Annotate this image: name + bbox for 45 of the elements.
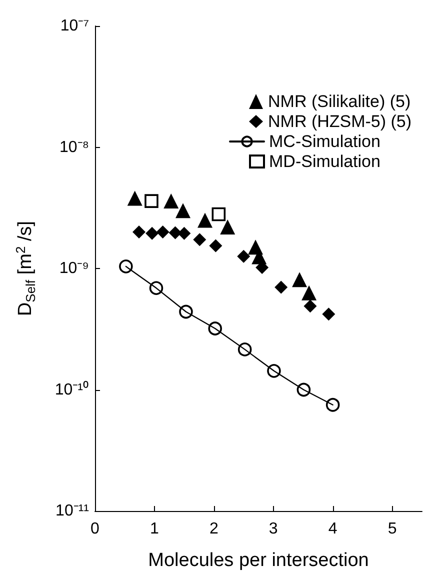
point	[238, 342, 252, 356]
point	[197, 212, 212, 228]
y-tick-label: 10⁻⁷	[60, 18, 90, 34]
x-tick-label: 4	[328, 520, 338, 538]
point	[208, 322, 222, 336]
x-axis-title: Molecules per intersection	[148, 550, 369, 571]
y-tick-label: 10⁻⁸	[59, 138, 89, 156]
legend-label: MC-Simulation	[269, 132, 380, 151]
x-tick-label: 1	[150, 520, 159, 538]
y-tick-label: 10⁻⁹	[59, 260, 89, 277]
point	[175, 203, 190, 218]
point	[209, 239, 222, 252]
point	[304, 300, 317, 313]
point	[274, 280, 288, 294]
point	[168, 226, 182, 240]
point	[302, 285, 317, 300]
point	[127, 190, 142, 206]
legend-label: NMR (HZSM-5) (5)	[268, 112, 412, 131]
point	[149, 281, 164, 295]
point	[146, 226, 159, 240]
point	[267, 364, 281, 378]
point	[237, 250, 250, 263]
x-tick-label: 3	[268, 520, 278, 538]
point	[179, 304, 193, 319]
point	[296, 382, 311, 397]
y-tick-label: 10⁻¹⁰	[54, 380, 89, 398]
point	[193, 233, 206, 246]
point	[156, 226, 170, 238]
point	[178, 226, 191, 240]
point	[132, 226, 146, 238]
point	[322, 308, 336, 321]
point	[164, 194, 179, 209]
x-tick-label: 2	[209, 520, 218, 538]
y-tick-label: 10⁻¹¹	[56, 502, 89, 520]
point	[119, 260, 133, 274]
legend-label: NMR (Silikalite) (5)	[268, 92, 411, 111]
point	[326, 398, 340, 412]
point	[292, 272, 308, 288]
point	[220, 219, 236, 234]
point	[212, 207, 226, 222]
x-tick-label: 5	[388, 520, 397, 538]
x-tick-label: 0	[90, 520, 100, 538]
y-axis-title: DSelf [m2 /s]	[13, 220, 38, 316]
point	[144, 194, 158, 208]
legend-label: MD-Simulation	[269, 152, 380, 171]
